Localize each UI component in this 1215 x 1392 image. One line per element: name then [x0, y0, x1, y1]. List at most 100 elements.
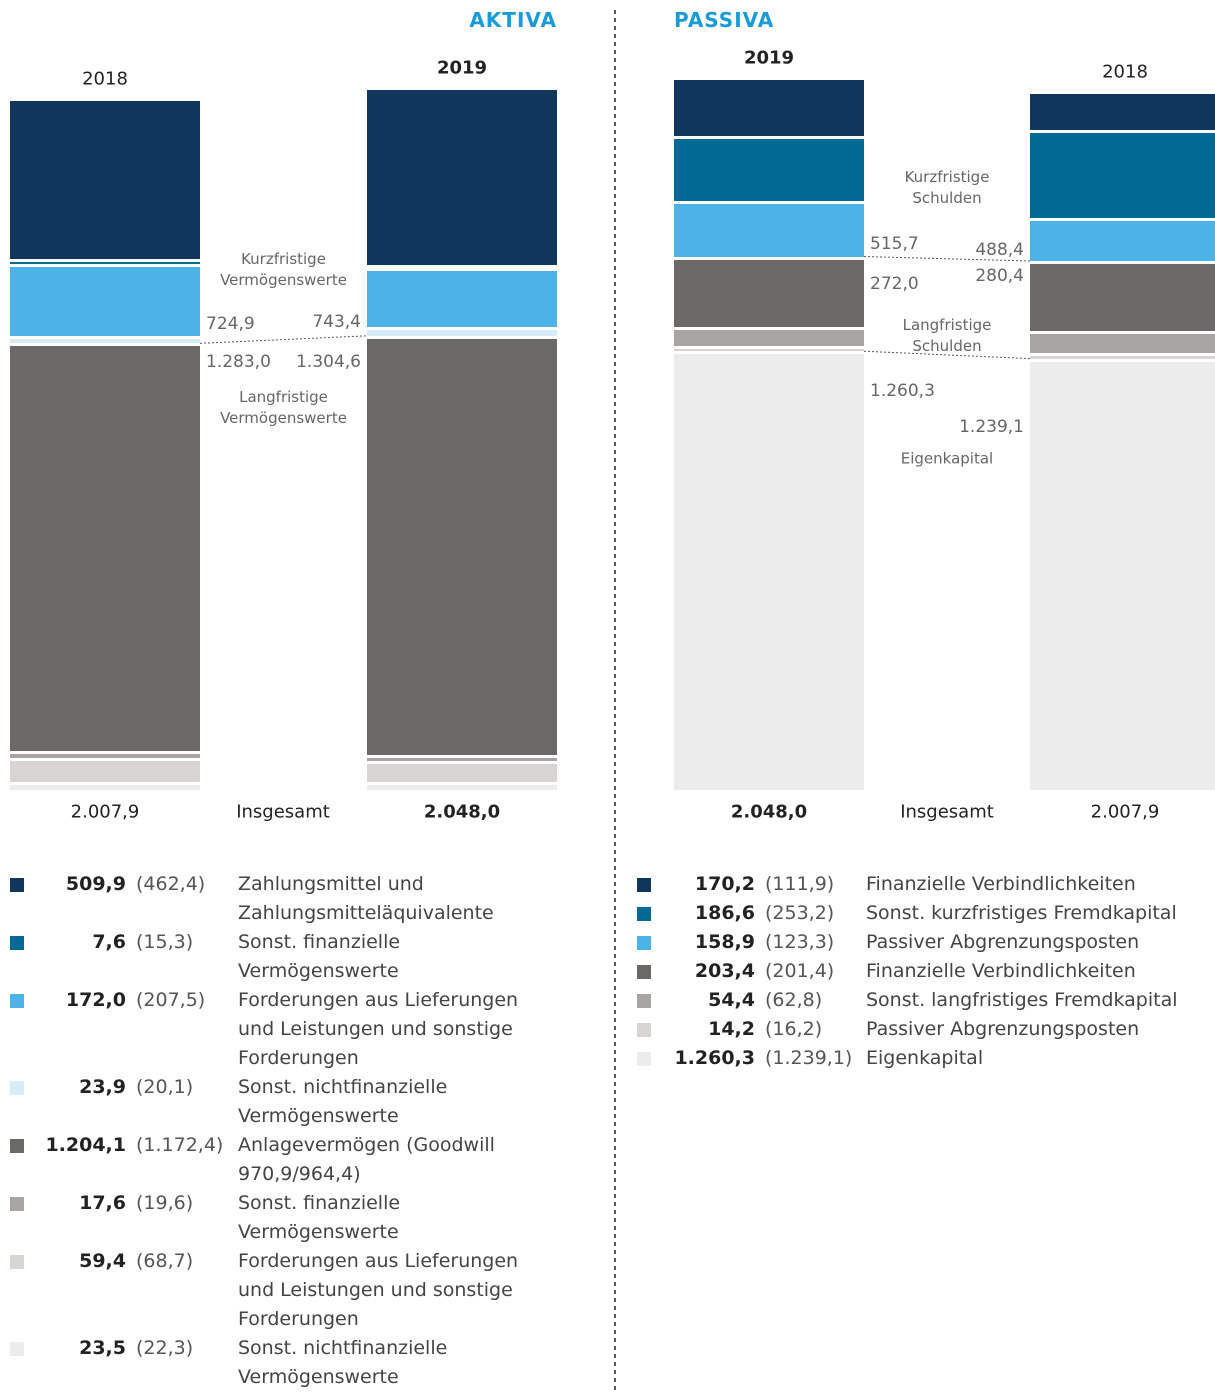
- legend-previous: (111,9): [765, 873, 835, 895]
- legend-current: 203,4: [694, 960, 755, 982]
- legend-current: 23,9: [79, 1076, 126, 1098]
- total-value: 2.007,9: [1090, 801, 1160, 823]
- panel-title: AKTIVA: [469, 8, 557, 32]
- panel-title: PASSIVA: [674, 8, 775, 32]
- legend-name: Sonst. finanzielle Vermögenswerte: [238, 1192, 401, 1243]
- group-label: Kurzfristige Vermögenswerte: [220, 250, 347, 289]
- bar-segment: [10, 258, 200, 265]
- bar-segment: [367, 87, 557, 265]
- legend-current: 14,2: [708, 1018, 755, 1040]
- legend: 170,2 (111,9) Finanzielle Verbindlichkeite…: [637, 870, 1215, 1073]
- group-value: 272,0: [870, 274, 919, 294]
- legend-swatch: [637, 965, 651, 979]
- bar-segment: [367, 761, 557, 782]
- group-value: 1.239,1: [959, 417, 1024, 437]
- legend-name: Zahlungsmittel und Zahlungsmitteläquival…: [238, 873, 494, 924]
- legend-current: 54,4: [708, 989, 755, 1011]
- legend-current: 509,9: [65, 873, 126, 895]
- legend-previous: (16,2): [765, 1018, 823, 1040]
- legend-name: Sonst. kurzfristiges Fremdkapital: [866, 902, 1177, 924]
- legend-current: 23,5: [79, 1337, 126, 1359]
- group-label: Langfristige Vermögenswerte: [220, 388, 347, 427]
- legend-previous: (22,3): [136, 1337, 194, 1359]
- legend-current: 59,4: [79, 1250, 126, 1272]
- legend-name: Forderungen aus Lieferungen und Leistung…: [238, 989, 519, 1069]
- year-label: 2019: [436, 57, 488, 79]
- year-label: 2019: [743, 47, 795, 69]
- legend-previous: (68,7): [136, 1250, 194, 1272]
- legend-previous: (15,3): [136, 931, 194, 953]
- group-connector: [199, 335, 368, 344]
- legend-name: Sonst. langfristiges Fremdkapital: [866, 989, 1178, 1011]
- legend-previous: (1.172,4): [136, 1134, 224, 1156]
- legend-previous: (62,8): [765, 989, 823, 1011]
- group-value: 488,4: [975, 240, 1024, 260]
- bar-segment: [367, 335, 557, 755]
- bar-segment: [10, 97, 200, 259]
- group-value: 1.304,6: [296, 352, 361, 372]
- group-value: 515,7: [870, 234, 919, 254]
- legend-swatch: [637, 994, 651, 1008]
- legend-previous: (20,1): [136, 1076, 194, 1098]
- legend-name: Finanzielle Verbindlichkeiten: [866, 873, 1136, 895]
- bar-segment: [10, 782, 200, 790]
- legend-swatch: [637, 878, 651, 892]
- legend-previous: (253,2): [765, 902, 835, 924]
- bar-segment: [674, 346, 864, 352]
- bar-segment: [367, 755, 557, 762]
- bar-segment: [1030, 90, 1215, 130]
- bar-segment: [1030, 331, 1215, 353]
- group-label: Langfristige Schulden: [902, 316, 992, 355]
- legend-current: 186,6: [694, 902, 755, 924]
- legend-previous: (1.239,1): [765, 1047, 853, 1069]
- total-value: 2.007,9: [70, 801, 140, 823]
- legend-swatch: [10, 878, 24, 892]
- group-value: 743,4: [312, 312, 361, 332]
- bar-segment: [367, 264, 557, 268]
- legend: 509,9 (462,4) Zahlungsmittel und Zahlungsm…: [10, 870, 538, 1392]
- legend-swatch: [10, 1197, 24, 1211]
- legend-current: 17,6: [79, 1192, 126, 1214]
- group-label: Eigenkapital: [900, 449, 994, 468]
- legend-name: Eigenkapital: [866, 1047, 984, 1069]
- legend-name: Passiver Abgrenzungsposten: [866, 931, 1140, 953]
- year-label: 2018: [82, 68, 128, 90]
- bar-segment: [10, 343, 200, 752]
- year-label: 2018: [1102, 61, 1148, 83]
- bar-segment: [674, 201, 864, 257]
- legend-swatch: [10, 1081, 24, 1095]
- group-value: 280,4: [975, 266, 1024, 286]
- bar-segment: [1030, 352, 1215, 359]
- bar-segment: [10, 264, 200, 337]
- legend-previous: (462,4): [136, 873, 206, 895]
- legend-current: 7,6: [92, 931, 126, 953]
- legend-swatch: [10, 1139, 24, 1153]
- legend-previous: (19,6): [136, 1192, 194, 1214]
- legend-swatch: [10, 936, 24, 950]
- legend-swatch: [10, 1342, 24, 1356]
- legend-name: Forderungen aus Lieferungen und Leistung…: [238, 1250, 519, 1330]
- bar-segment: [674, 136, 864, 202]
- bar-segment: [367, 781, 557, 790]
- legend-swatch: [10, 994, 24, 1008]
- bar-segment: [1030, 129, 1215, 219]
- legend-name: Sonst. nichtfinanzielle Vermögenswerte: [238, 1337, 448, 1388]
- legend-previous: (207,5): [136, 989, 206, 1011]
- bar-segment: [10, 336, 200, 344]
- bar-segment: [1030, 358, 1215, 790]
- legend-current: 158,9: [694, 931, 755, 953]
- bar-segment: [367, 327, 557, 336]
- bar-segment: [674, 77, 864, 137]
- group-value: 724,9: [206, 314, 255, 334]
- legend-previous: (201,4): [765, 960, 835, 982]
- legend-name: Finanzielle Verbindlichkeiten: [866, 960, 1136, 982]
- total-value: 2.048,0: [423, 801, 501, 823]
- legend-swatch: [637, 936, 651, 950]
- group-value: 1.260,3: [870, 381, 935, 401]
- bar-segment: [10, 758, 200, 783]
- total-label: Insgesamt: [236, 801, 330, 823]
- legend-swatch: [637, 907, 651, 921]
- total-value: 2.048,0: [730, 801, 808, 823]
- group-label: Kurzfristige Schulden: [904, 168, 990, 207]
